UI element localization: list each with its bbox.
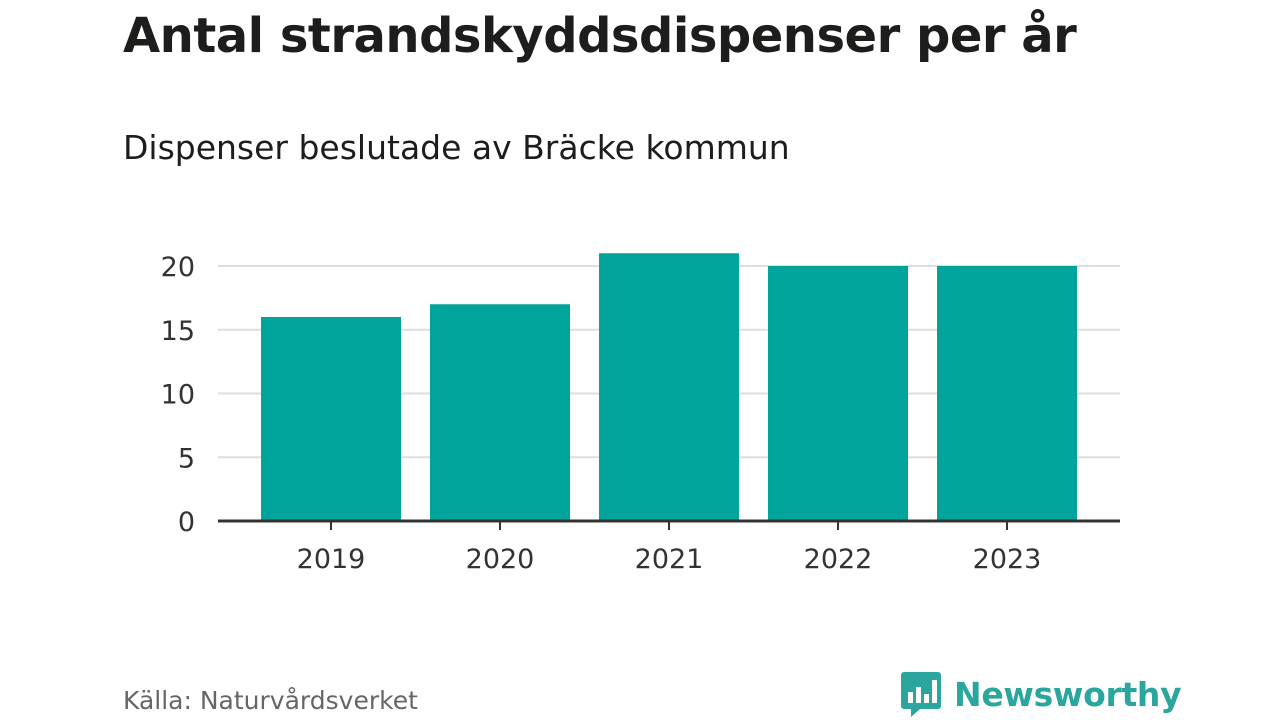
y-tick-label-0: 0 (178, 507, 195, 538)
y-tick-label-10: 10 (161, 380, 195, 411)
x-tick-label-2019: 2019 (297, 544, 366, 575)
y-tick-label-5: 5 (178, 443, 195, 474)
bar-2022 (768, 266, 908, 521)
bar-2020 (430, 304, 570, 521)
bar-2019 (261, 317, 401, 521)
tick-labels: 0 5 10 15 20 2019 2020 2021 2022 2023 (161, 252, 1042, 575)
bar-2023 (937, 266, 1077, 521)
source-note: Källa: Naturvårdsverket (123, 686, 418, 715)
y-tick-label-15: 15 (161, 316, 195, 347)
axes (218, 519, 1120, 530)
brand-name: Newsworthy (954, 674, 1182, 714)
x-tick-label-2023: 2023 (973, 544, 1042, 575)
chart-title: Antal strandskyddsdispenser per år (123, 8, 1077, 64)
x-tick-label-2022: 2022 (804, 544, 873, 575)
chart-subtitle: Dispenser beslutade av Bräcke kommun (123, 128, 790, 167)
bars (261, 253, 1077, 521)
bar-2021 (599, 253, 739, 521)
y-tick-label-20: 20 (161, 252, 195, 283)
newsworthy-logo-icon (901, 672, 941, 717)
x-tick-label-2021: 2021 (635, 544, 704, 575)
x-tick-label-2020: 2020 (466, 544, 535, 575)
brand-logo: Newsworthy (900, 668, 1182, 720)
